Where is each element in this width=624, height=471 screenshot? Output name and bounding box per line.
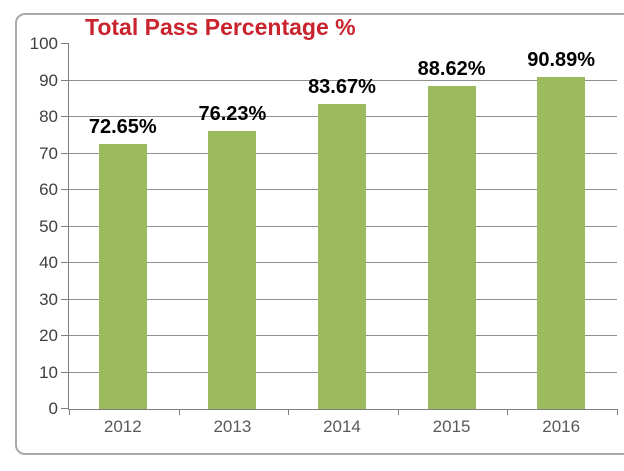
- y-axis-tick-label: 70: [39, 143, 58, 163]
- y-axis-tick: [61, 225, 69, 227]
- x-axis-label: 2013: [213, 417, 252, 436]
- bar-cell: 83.67%: [287, 44, 397, 409]
- y-axis-tick-label: 60: [39, 180, 58, 199]
- bar-2016: [537, 77, 586, 409]
- bar-cell: 90.89%: [506, 44, 616, 409]
- x-axis-tick: [507, 409, 509, 415]
- y-axis-tick: [61, 335, 69, 336]
- bar-2015: [427, 85, 476, 409]
- bar-value-label: 90.89%: [527, 49, 596, 72]
- y-axis-tick: [61, 79, 69, 81]
- y-axis-tick: [61, 298, 69, 300]
- y-axis-tick-label: 40: [39, 253, 58, 272]
- bar-value-label: 72.65%: [88, 115, 157, 138]
- y-axis-tick: [61, 189, 69, 190]
- y-axis-tick: [61, 371, 69, 373]
- y-axis-tick-label: 80: [39, 107, 58, 126]
- bar-value-label: 88.62%: [417, 57, 486, 80]
- y-axis-labels: 0 10 20 30 40 50 60 70 80 90 100: [0, 34, 58, 418]
- bar-2014: [317, 103, 366, 409]
- y-axis-tick-label: 50: [39, 216, 58, 236]
- y-axis-tick: [61, 116, 69, 117]
- x-axis-label: 2012: [103, 417, 142, 436]
- bars-layer: 72.65% 76.23% 83.67% 88.62% 90.89%: [68, 44, 616, 409]
- bar-2013: [208, 130, 257, 409]
- x-axis-label: 2015: [432, 417, 471, 436]
- x-axis-tick: [397, 409, 399, 415]
- y-axis-tick: [61, 152, 69, 154]
- bar-cell: 76.23%: [178, 44, 288, 409]
- y-axis-tick: [61, 408, 69, 409]
- y-axis-tick-label: 10: [39, 362, 58, 382]
- bar-cell: 72.65%: [68, 44, 178, 409]
- y-axis-tick-label: 90: [39, 70, 58, 90]
- x-axis-tick: [69, 409, 70, 415]
- y-axis-tick-label: 30: [39, 289, 58, 309]
- bar-2012: [98, 143, 147, 409]
- gridline: [69, 79, 617, 81]
- x-axis-tick: [617, 409, 618, 415]
- x-axis-tick: [288, 409, 290, 415]
- bar-cell: 88.62%: [397, 44, 507, 409]
- x-axis-label: 2014: [323, 417, 361, 436]
- y-axis-tick-label: 0: [48, 399, 58, 418]
- bar-value-label: 83.67%: [308, 75, 376, 98]
- y-axis-tick-label: 20: [39, 326, 58, 345]
- x-axis-labels: 2012 2013 2014 2015 2016: [68, 417, 616, 437]
- chart-title: Total Pass Percentage %: [85, 14, 356, 40]
- bar-value-label: 76.23%: [198, 102, 267, 125]
- x-axis-label: 2016: [542, 417, 581, 436]
- x-axis-tick: [178, 409, 180, 415]
- y-axis-tick-label: 100: [29, 34, 58, 53]
- y-axis-tick: [61, 43, 69, 44]
- y-axis-tick: [61, 262, 69, 263]
